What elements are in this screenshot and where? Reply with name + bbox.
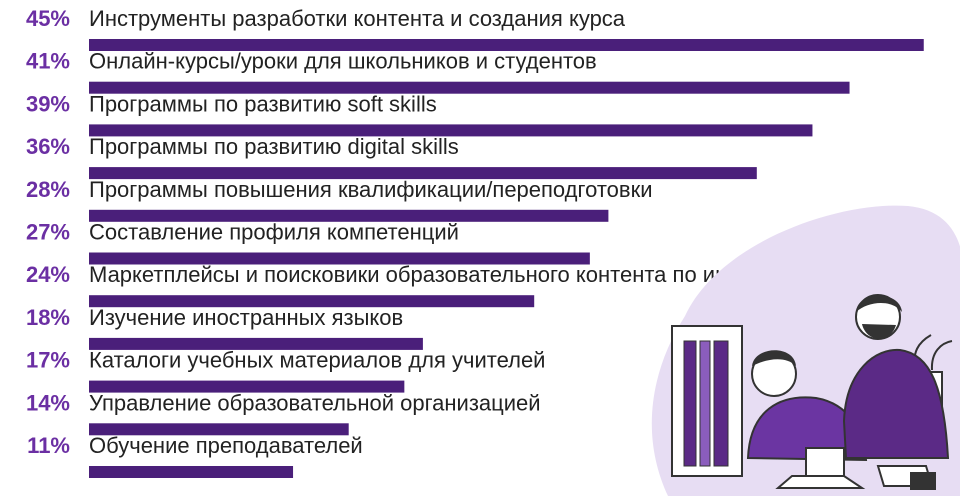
bookshelf (671, 325, 743, 477)
value-label: 27% (26, 220, 70, 245)
category-label: Программы повышения квалификации/перепод… (89, 177, 652, 202)
category-label: Программы по развитию digital skills (89, 134, 459, 159)
bar (89, 81, 850, 94)
laptop (775, 447, 866, 489)
category-label: Программы по развитию soft skills (89, 91, 437, 116)
value-label: 24% (26, 262, 70, 287)
value-label: 11% (27, 433, 70, 458)
category-label: Изучение иностранных языков (89, 305, 403, 330)
bar (89, 124, 813, 137)
bar (89, 466, 294, 478)
value-label: 36% (26, 134, 70, 159)
teacher-student-laptop-illustration (630, 196, 960, 496)
bar (89, 167, 757, 180)
illustration-svg (651, 205, 960, 496)
bar (89, 39, 924, 51)
bar (89, 252, 590, 265)
value-label: 18% (26, 305, 70, 330)
category-label: Каталоги учебных материалов для учителей (89, 348, 545, 373)
value-label: 41% (26, 49, 70, 74)
category-label: Составление профиля компетенций (89, 220, 459, 245)
bar (89, 423, 349, 436)
category-label: Инструменты разработки контента и создан… (89, 6, 626, 31)
category-label: Обучение преподавателей (89, 433, 363, 458)
value-label: 17% (26, 348, 70, 373)
value-label: 28% (26, 177, 70, 202)
value-label: 39% (26, 91, 70, 116)
bar (89, 295, 535, 308)
value-label: 45% (26, 6, 70, 31)
bar (89, 209, 609, 222)
category-label: Онлайн-курсы/уроки для школьников и студ… (89, 49, 597, 74)
category-label: Управление образовательной организацией (89, 390, 541, 415)
category-label: Маркетплейсы и поисковики образовательно… (89, 262, 812, 287)
teacher (842, 294, 950, 459)
notebook (876, 465, 936, 490)
value-label: 14% (26, 390, 70, 415)
bar (89, 380, 405, 393)
bar (89, 337, 423, 350)
student (746, 350, 868, 462)
